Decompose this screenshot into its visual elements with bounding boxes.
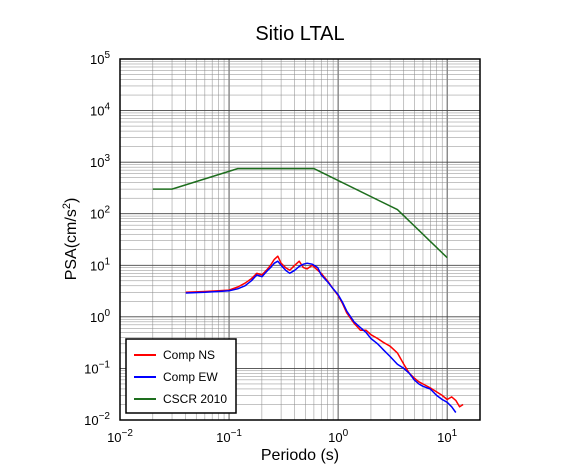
y-axis-title-main: PSA(cm/s	[63, 209, 80, 280]
x-axis-title: Periodo (s)	[261, 447, 339, 464]
chart-title: Sitio LTAL	[255, 23, 344, 45]
y-tick-label: 104	[90, 102, 110, 119]
x-tick-label: 100	[328, 428, 348, 445]
y-axis-title-end: )	[63, 198, 80, 203]
grid	[119, 59, 481, 421]
y-tick-label: 101	[90, 256, 110, 273]
x-tick-label: 10−2	[107, 428, 133, 445]
series-layer	[152, 167, 464, 413]
legend-label: Comp EW	[163, 370, 218, 384]
y-tick-label: 103	[90, 153, 110, 170]
series-line-cscr-2010	[152, 167, 448, 259]
y-tick-label: 105	[90, 50, 110, 67]
legend-label: CSCR 2010	[163, 392, 227, 406]
y-tick-labels: 10−2 10−1 100 101 102 103 104 105	[84, 50, 110, 428]
series-line-comp-ew	[185, 260, 457, 413]
y-axis-title: PSA(cm/s2)	[61, 198, 80, 281]
y-tick-label: 10−1	[84, 359, 110, 376]
y-tick-label: 10−2	[84, 411, 110, 428]
x-tick-labels: 10−2 10−1 100 101	[107, 428, 458, 445]
legend: Comp NS Comp EW CSCR 2010	[125, 338, 237, 414]
plot-frame	[119, 58, 481, 421]
y-axis-title-sup: 2	[61, 203, 73, 209]
x-tick-label: 101	[437, 428, 457, 445]
legend-label: Comp NS	[163, 348, 215, 362]
y-tick-label: 100	[90, 308, 110, 325]
y-tick-label: 102	[90, 205, 110, 222]
x-tick-label: 10−1	[216, 428, 242, 445]
